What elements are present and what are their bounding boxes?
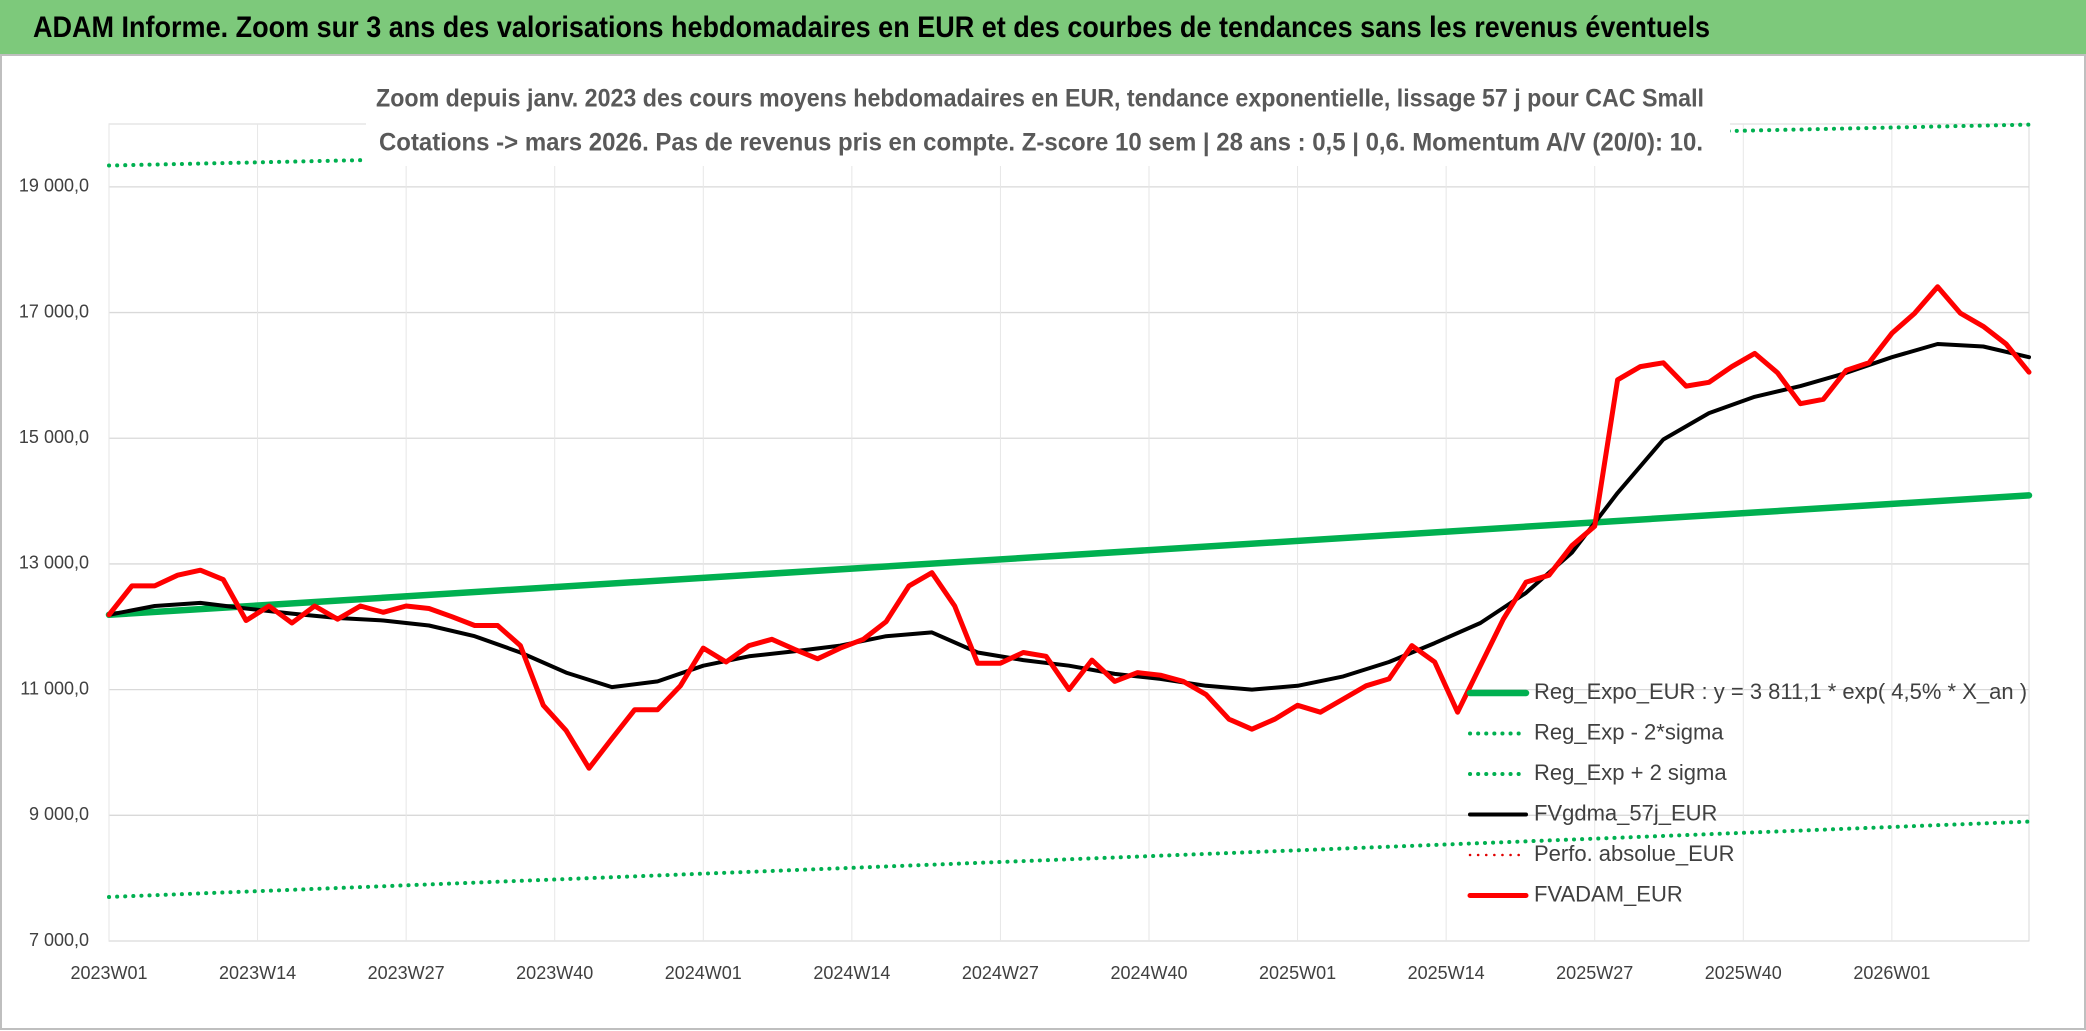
legend-label: Reg_Exp + 2 sigma [1534, 760, 1727, 785]
y-tick-label: 9 000,0 [29, 804, 89, 824]
x-tick-label: 2023W40 [516, 963, 593, 983]
y-tick-label: 17 000,0 [19, 301, 89, 321]
series-line [107, 342, 2031, 692]
x-tick-label: 2023W27 [368, 963, 445, 983]
chart-title: Zoom depuis janv. 2023 des cours moyens … [376, 85, 1704, 113]
x-tick-label: 2024W40 [1110, 963, 1187, 983]
y-tick-label: 7 000,0 [29, 930, 89, 950]
x-tick-label: 2024W01 [665, 963, 742, 983]
y-tick-label: 13 000,0 [19, 553, 89, 573]
grid: 7 000,0 9 000,0 11 000,0 13 000,0 15 000,0 17… [19, 123, 2030, 983]
x-tick-label: 2025W27 [1556, 963, 1633, 983]
legend-label: Reg_Exp - 2*sigma [1534, 719, 1724, 744]
x-tick-label: 2026W01 [1853, 963, 1930, 983]
title-box [366, 78, 1730, 166]
chart-subtitle: Cotations -> mars 2026. Pas de revenus p… [379, 129, 1703, 157]
y-tick-label: 11 000,0 [20, 678, 89, 698]
legend-label: FVADAM_EUR [1534, 881, 1683, 906]
x-tick-label: 2023W14 [219, 963, 296, 983]
x-tick-label: 2025W14 [1408, 963, 1485, 983]
legend-label: Reg_Expo_EUR : y = 3 811,1 * exp( 4,5% *… [1534, 679, 2027, 704]
x-tick-label: 2024W27 [962, 963, 1039, 983]
legend-label: FVgdma_57j_EUR [1534, 800, 1717, 825]
header-title: ADAM Informe. Zoom sur 3 ans des valoris… [33, 11, 1710, 44]
x-tick-label: 2025W01 [1259, 963, 1336, 983]
title-layer: Zoom depuis janv. 2023 des cours moyens … [366, 78, 1730, 166]
series-layer [105, 122, 2033, 899]
x-tick-label: 2024W14 [813, 963, 890, 983]
series-line [106, 284, 2032, 771]
y-tick-label: 15 000,0 [19, 427, 89, 447]
chart-frame [0, 54, 2086, 1030]
header-band [0, 0, 2086, 54]
y-tick-label: 19 000,0 [19, 176, 89, 196]
series-line [105, 492, 2033, 619]
x-tick-label: 2023W01 [70, 963, 147, 983]
legend: Reg_Expo_EUR : y = 3 811,1 * exp( 4,5% *… [1466, 679, 2027, 906]
legend-label: Perfo. absolue_EUR [1534, 841, 1735, 866]
x-tick-label: 2025W40 [1705, 963, 1782, 983]
